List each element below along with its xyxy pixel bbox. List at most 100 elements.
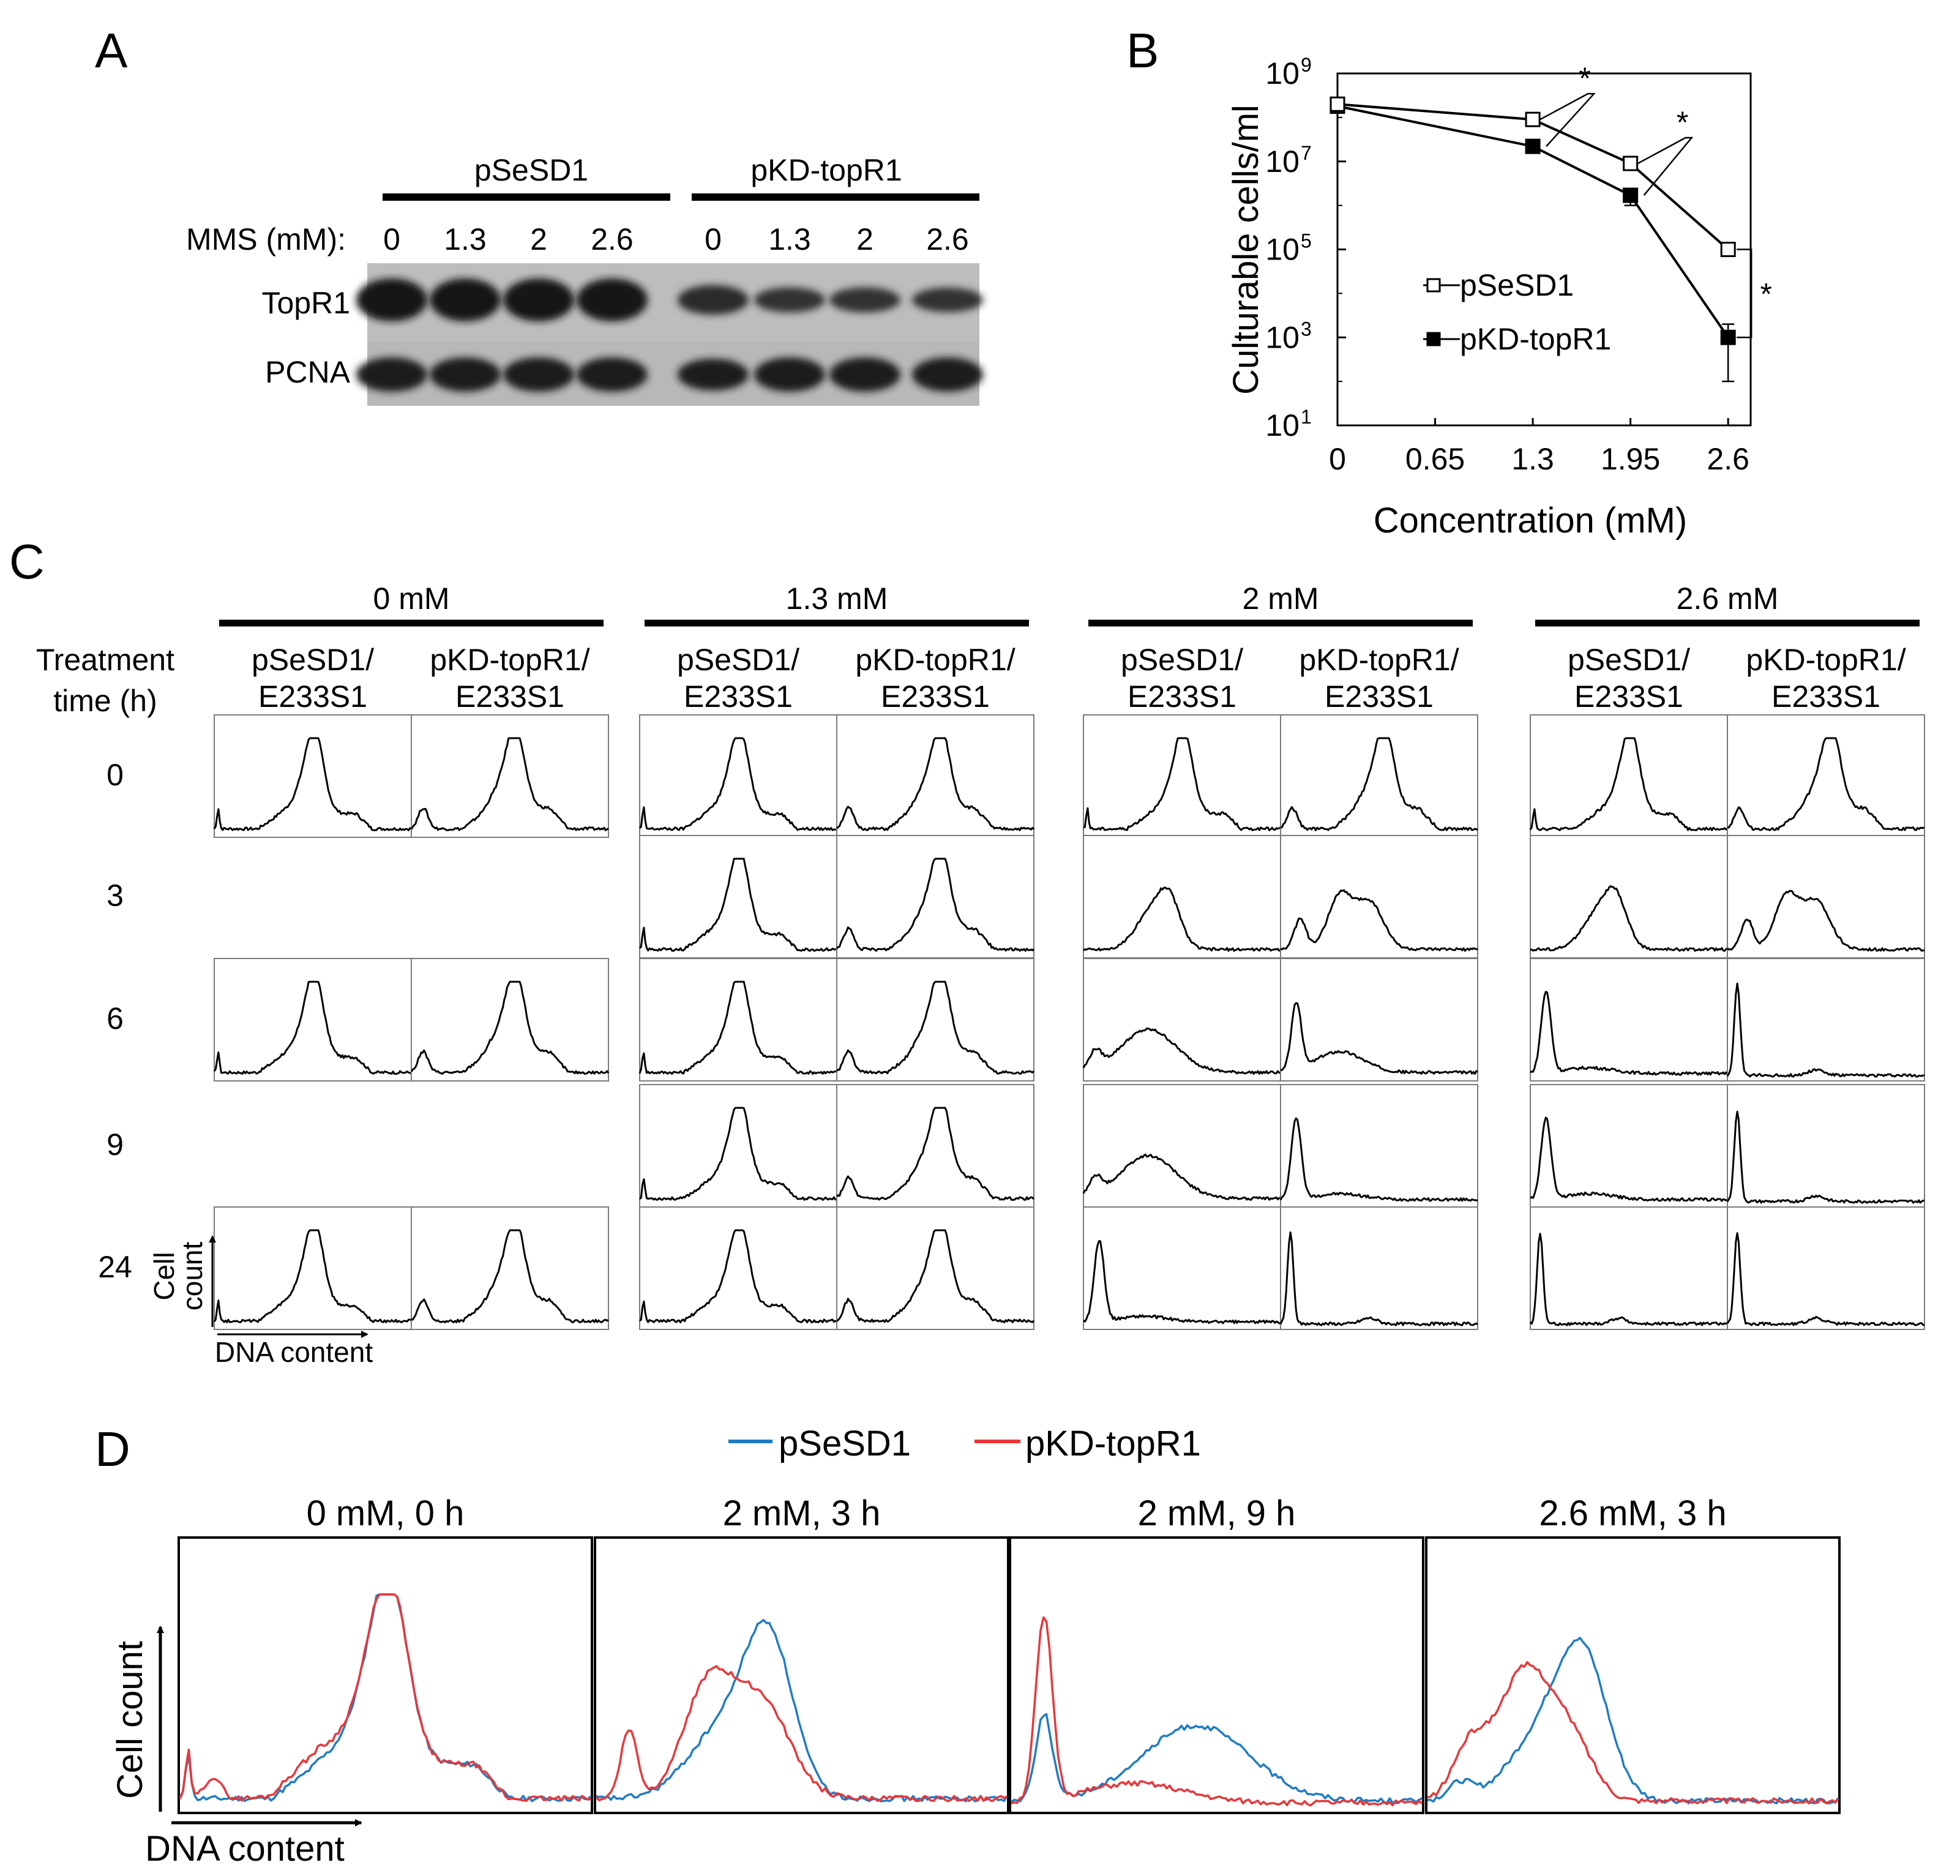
histogram-frame: [639, 835, 837, 959]
histogram-trace: [1529, 1233, 1728, 1326]
significance-star: *: [1579, 61, 1590, 95]
overlay-panel: 2.6 mM, 3 h: [1425, 1493, 1841, 1814]
legend-label-pkd-topr1: pKD-topR1: [1025, 1424, 1201, 1463]
panel-a-label: A: [95, 23, 128, 78]
pcna-band: [577, 357, 648, 392]
histogram-frame: [1280, 1206, 1478, 1330]
lane-label: 0: [383, 222, 400, 256]
histogram-frame: [214, 714, 412, 838]
histogram-frame: [639, 1206, 837, 1330]
y-tick-exponent: 7: [1301, 142, 1312, 164]
histogram-trace: [1279, 1231, 1478, 1326]
histogram-trace: [1530, 1116, 1728, 1202]
legend-label-pssd1: pSeSD1: [779, 1424, 911, 1463]
histogram-trace: [639, 1107, 837, 1201]
histogram-frame: [411, 1206, 609, 1330]
y-tick-label: 10: [1265, 320, 1300, 354]
concentration-label: 0 mM: [373, 581, 450, 616]
data-point-pKD-topR1: [1720, 329, 1736, 345]
histogram-trace: [1726, 889, 1925, 952]
pkd-topr1-trace: [179, 1593, 591, 1802]
overlay-frame: [1425, 1536, 1841, 1814]
histogram-trace: [836, 1229, 1035, 1323]
concentration-label: 2.6 mM: [1677, 581, 1779, 616]
histogram-frame: [836, 1084, 1034, 1208]
row-header-line-2: time (h): [53, 684, 157, 718]
histogram-frame: [1727, 1084, 1925, 1208]
histogram-trace: [639, 1229, 837, 1323]
pcna-band: [503, 357, 574, 392]
time-label: 0: [107, 758, 124, 792]
chart-x-ticks: 0 0.65 1.3 1.95 2.6: [1329, 418, 1749, 476]
chart-x-axis-title: Concentration (mM): [1374, 501, 1687, 540]
lane-label: 2: [530, 222, 547, 256]
histogram-trace: [1280, 1002, 1478, 1075]
y-tick-exponent: 1: [1301, 406, 1312, 428]
histogram-trace: [1726, 1232, 1925, 1326]
d-dna-content-label: DNA content: [145, 1829, 345, 1869]
strain-label: pSeSD1/: [1121, 643, 1243, 677]
lane-label: 1.3: [768, 222, 811, 256]
histogram-trace: [411, 1229, 609, 1323]
histogram-frame: [1280, 958, 1478, 1082]
significance-star: *: [1760, 277, 1771, 311]
blot-row-label-topr1: TopR1: [261, 286, 350, 320]
panel-d-label: D: [95, 1422, 130, 1476]
histogram-frame: [1083, 1206, 1281, 1330]
lane-label: 2.6: [591, 222, 634, 256]
chart-y-axis-title: Culturable cells/ml: [1226, 105, 1266, 395]
pkd-topr1-trace: [1427, 1661, 1839, 1805]
histogram-trace: [213, 1229, 412, 1323]
histogram-frame: [1083, 714, 1281, 838]
data-point-pSeSD1: [1330, 96, 1345, 112]
panel-b-label: B: [1126, 23, 1159, 78]
histogram-trace: [836, 858, 1035, 952]
strain-label: pSeSD1/: [677, 643, 799, 677]
lane-label: 2.6: [926, 222, 969, 256]
strain-label: pSeSD1/: [252, 643, 374, 677]
histogram-frame: [1083, 835, 1281, 959]
overlay-panels: 0 mM, 0 h 2 mM, 3 h 2 mM, 9 h 2.6 mM, 3 h: [178, 1493, 1841, 1814]
chart-significance: * * *: [1539, 61, 1772, 338]
histogram-frame: [836, 835, 1034, 959]
histogram-trace: [1530, 885, 1728, 952]
concentration-label: 1.3 mM: [786, 581, 888, 616]
histogram-trace: [213, 737, 412, 831]
y-tick-label: 10: [1265, 233, 1300, 267]
histogram-trace: [1279, 1117, 1478, 1202]
chart-legend: pSeSD1 pKD-topR1: [1423, 268, 1611, 356]
histogram-frame: [1280, 714, 1478, 838]
histogram-frame: [1530, 1206, 1728, 1330]
overlay-title: 2.6 mM, 3 h: [1539, 1493, 1726, 1533]
histogram-frame: [1727, 714, 1925, 838]
overlay-frame: [1009, 1536, 1424, 1814]
histogram-trace: [836, 737, 1035, 831]
pcna-band: [356, 357, 427, 392]
strain-label: E233S1: [881, 679, 990, 714]
data-point-pSeSD1: [1720, 242, 1736, 257]
topr1-band: [356, 278, 427, 321]
histogram-trace: [410, 737, 609, 831]
time-label: 6: [107, 1001, 124, 1036]
group-label-right: pKD-topR1: [750, 153, 902, 187]
y-tick-exponent: 5: [1301, 230, 1312, 252]
strain-label: E233S1: [455, 679, 564, 714]
histogram-trace: [1280, 889, 1478, 952]
data-point-pSeSD1: [1525, 111, 1541, 127]
topr1-band: [430, 278, 501, 321]
lane-label: 1.3: [444, 222, 487, 256]
topr1-band: [754, 287, 825, 313]
y-tick-label: 10: [1265, 56, 1300, 91]
histogram-frame: [1530, 835, 1728, 959]
histogram-frame: [1530, 714, 1728, 838]
topr1-band: [829, 287, 900, 313]
topr1-band: [912, 287, 983, 313]
histogram-frame: [1083, 958, 1281, 1082]
histogram-trace: [1082, 1027, 1281, 1075]
series-line-pKD-topR1: [1337, 105, 1729, 338]
series-line-pSeSD1: [1337, 103, 1729, 251]
